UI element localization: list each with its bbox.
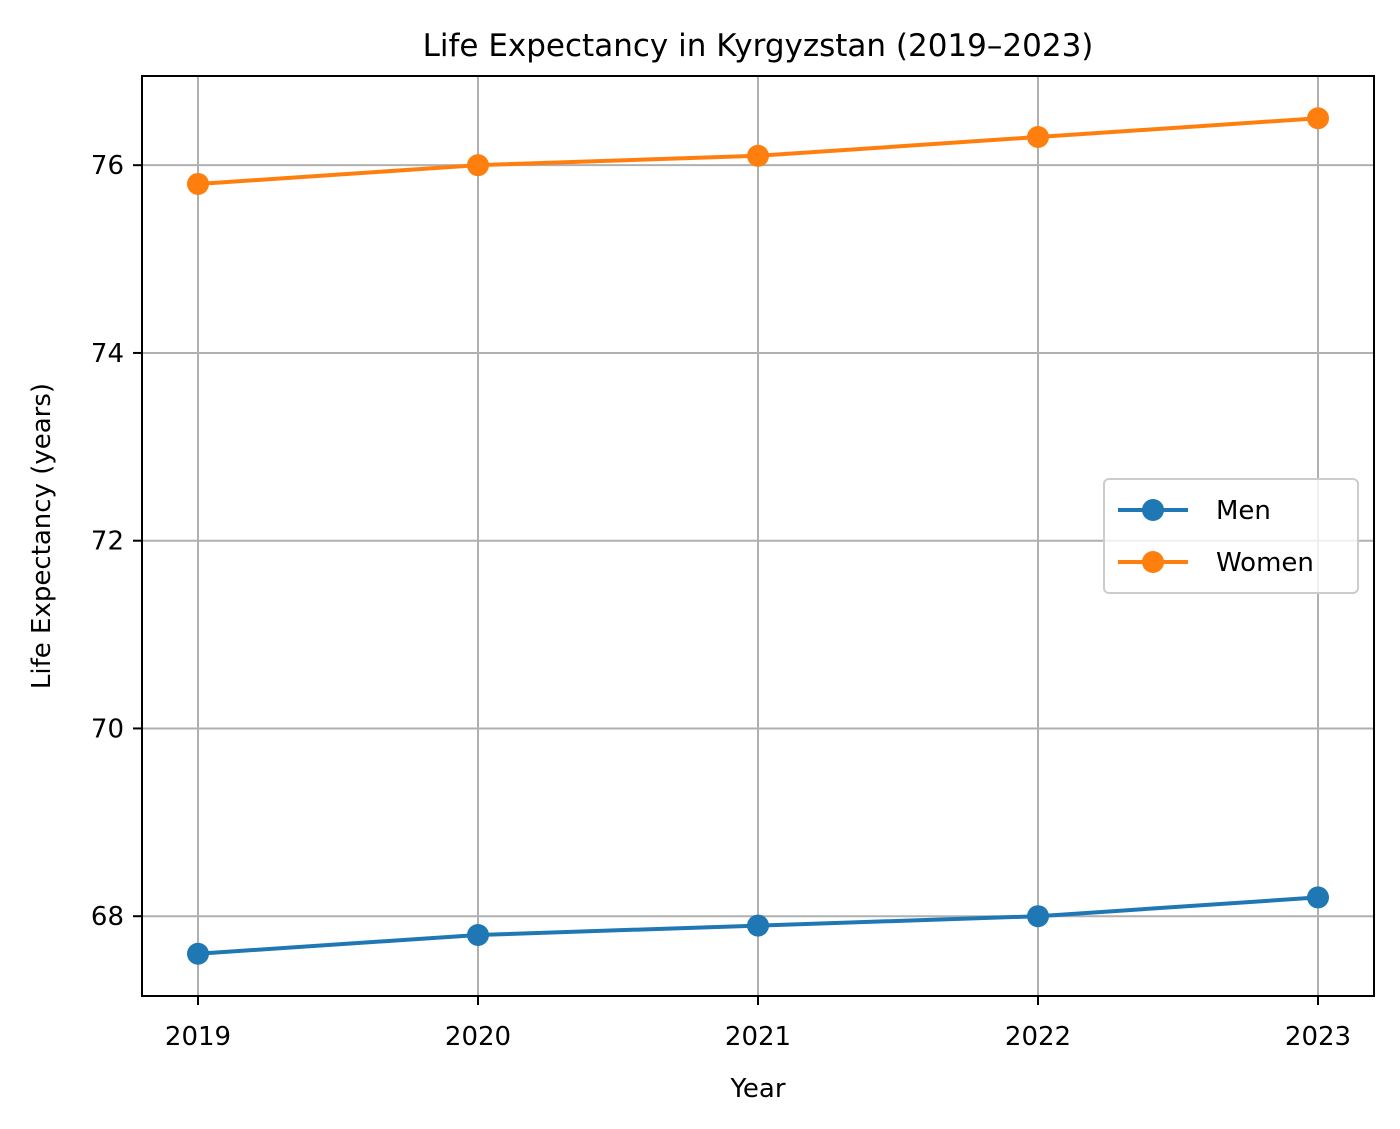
- data-point-men: [467, 923, 489, 946]
- data-point-men: [187, 942, 209, 965]
- y-tick-label: 68: [91, 902, 124, 932]
- legend-marker-women: [1142, 551, 1164, 573]
- data-point-women: [187, 172, 209, 195]
- chart-title: Life Expectancy in Kyrgyzstan (2019–2023…: [423, 28, 1094, 64]
- series-layer: [187, 107, 1329, 965]
- legend-label-men: Men: [1216, 496, 1271, 526]
- x-tick-label: 2020: [445, 1022, 511, 1052]
- legend-box: [1103, 478, 1359, 594]
- data-point-women: [747, 144, 769, 167]
- data-point-women: [1027, 126, 1049, 149]
- x-tick-label: 2022: [1005, 1022, 1071, 1052]
- y-tick-label: 74: [91, 339, 124, 369]
- data-point-men: [1027, 905, 1049, 928]
- ticks: 2019 2020 2021 2022 2023 68 70 72 74 76: [91, 151, 1351, 1052]
- y-tick-label: 76: [91, 151, 124, 181]
- y-axis-label: Life Expectancy (years): [27, 383, 57, 689]
- legend-label-women: Women: [1216, 548, 1314, 578]
- data-point-men: [1307, 886, 1329, 909]
- x-tick-label: 2019: [165, 1022, 231, 1052]
- series-men: [187, 886, 1329, 965]
- legend-marker-men: [1142, 499, 1164, 521]
- series-women: [187, 107, 1329, 195]
- x-tick-label: 2023: [1285, 1022, 1351, 1052]
- y-tick-label: 72: [91, 527, 124, 557]
- y-tick-label: 70: [91, 714, 124, 744]
- x-axis-label: Year: [729, 1074, 785, 1104]
- x-tick-label: 2021: [725, 1022, 791, 1052]
- data-point-men: [747, 914, 769, 937]
- data-point-women: [467, 154, 489, 177]
- legend: Men Women: [1103, 478, 1359, 594]
- data-point-women: [1307, 107, 1329, 130]
